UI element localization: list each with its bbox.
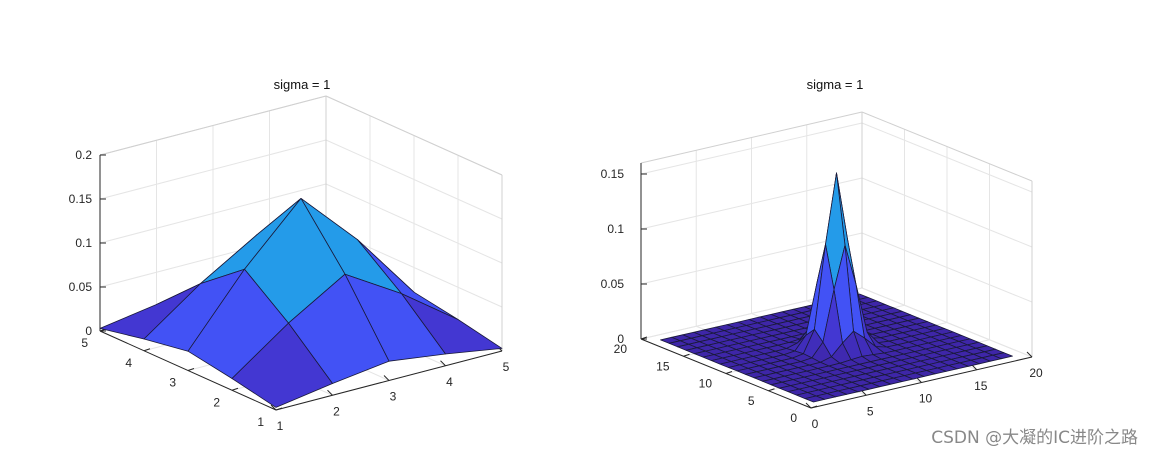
y-tick-label: 4 [125,356,132,370]
box-edge [640,111,863,164]
z-tick-label: 0.2 [75,148,92,162]
y-tick-label: 2 [213,395,220,409]
y-tick-label: 20 [614,342,628,356]
grid-line [99,183,327,244]
z-tick-label: 0.1 [75,236,92,250]
grid-line [861,232,1033,303]
y-tick-mark [187,368,195,371]
y-tick-mark [768,388,775,392]
y-tick-mark [683,353,690,357]
x-tick-mark [805,402,812,409]
x-tick-label: 0 [812,417,819,431]
y-tick-label: 5 [748,394,755,408]
chart-title: sigma = 1 [274,77,331,92]
grid-line [640,122,863,175]
surface-face [804,395,825,403]
watermark: CSDN @大凝的IC进阶之路 [931,428,1138,448]
y-tick-label: 3 [169,376,176,390]
z-tick-label: 0.05 [601,277,625,291]
x-tick-label: 2 [333,404,340,418]
grid-line [861,287,1033,358]
grid-line [325,139,503,220]
x-tick-mark [270,404,277,411]
x-tick-label: 4 [446,375,453,389]
chart-title: sigma = 1 [807,77,864,92]
y-tick-label: 15 [656,359,670,373]
box-edge [325,95,503,176]
x-tick-label: 15 [974,379,988,393]
y-tick-mark [810,405,818,409]
surface-mesh [99,197,503,408]
z-tick-label: 0.05 [69,280,93,294]
x-tick-mark [383,375,390,381]
axes [640,163,1033,409]
y-tick-label: 0 [790,411,797,425]
box-edge [861,111,1033,182]
y-tick-mark [275,407,283,411]
z-tick-label: 0 [617,332,624,346]
grid-line [640,177,863,230]
z-tick-label: 0.15 [601,167,625,181]
y-tick-mark [143,348,151,352]
box-edge [99,95,327,156]
z-tick-label: 0 [85,324,92,338]
x-tick-label: 10 [919,392,933,406]
grid-line [861,177,1033,248]
surface-mesh [660,172,1013,403]
grid-line [325,183,503,264]
x-tick-mark [1026,351,1033,358]
z-tick-label: 0.15 [69,192,93,206]
y-tick-mark [231,387,239,391]
x-tick-label: 20 [1029,366,1043,380]
x-tick-label: 5 [867,404,874,418]
surface-face [231,322,333,408]
grid-line [99,139,327,200]
grid-line [861,122,1033,193]
y-tick-mark [725,371,733,374]
x-tick-label: 3 [390,390,397,404]
y-tick-label: 5 [81,336,88,350]
x-tick-mark [327,389,333,396]
x-tick-label: 1 [277,419,284,433]
axes [99,154,503,411]
grid-line [640,232,863,285]
x-tick-label: 5 [503,360,510,374]
x-tick-mark [440,360,446,367]
y-tick-label: 1 [257,415,264,429]
y-tick-label: 10 [699,377,713,391]
z-tick-label: 0.1 [607,222,624,236]
